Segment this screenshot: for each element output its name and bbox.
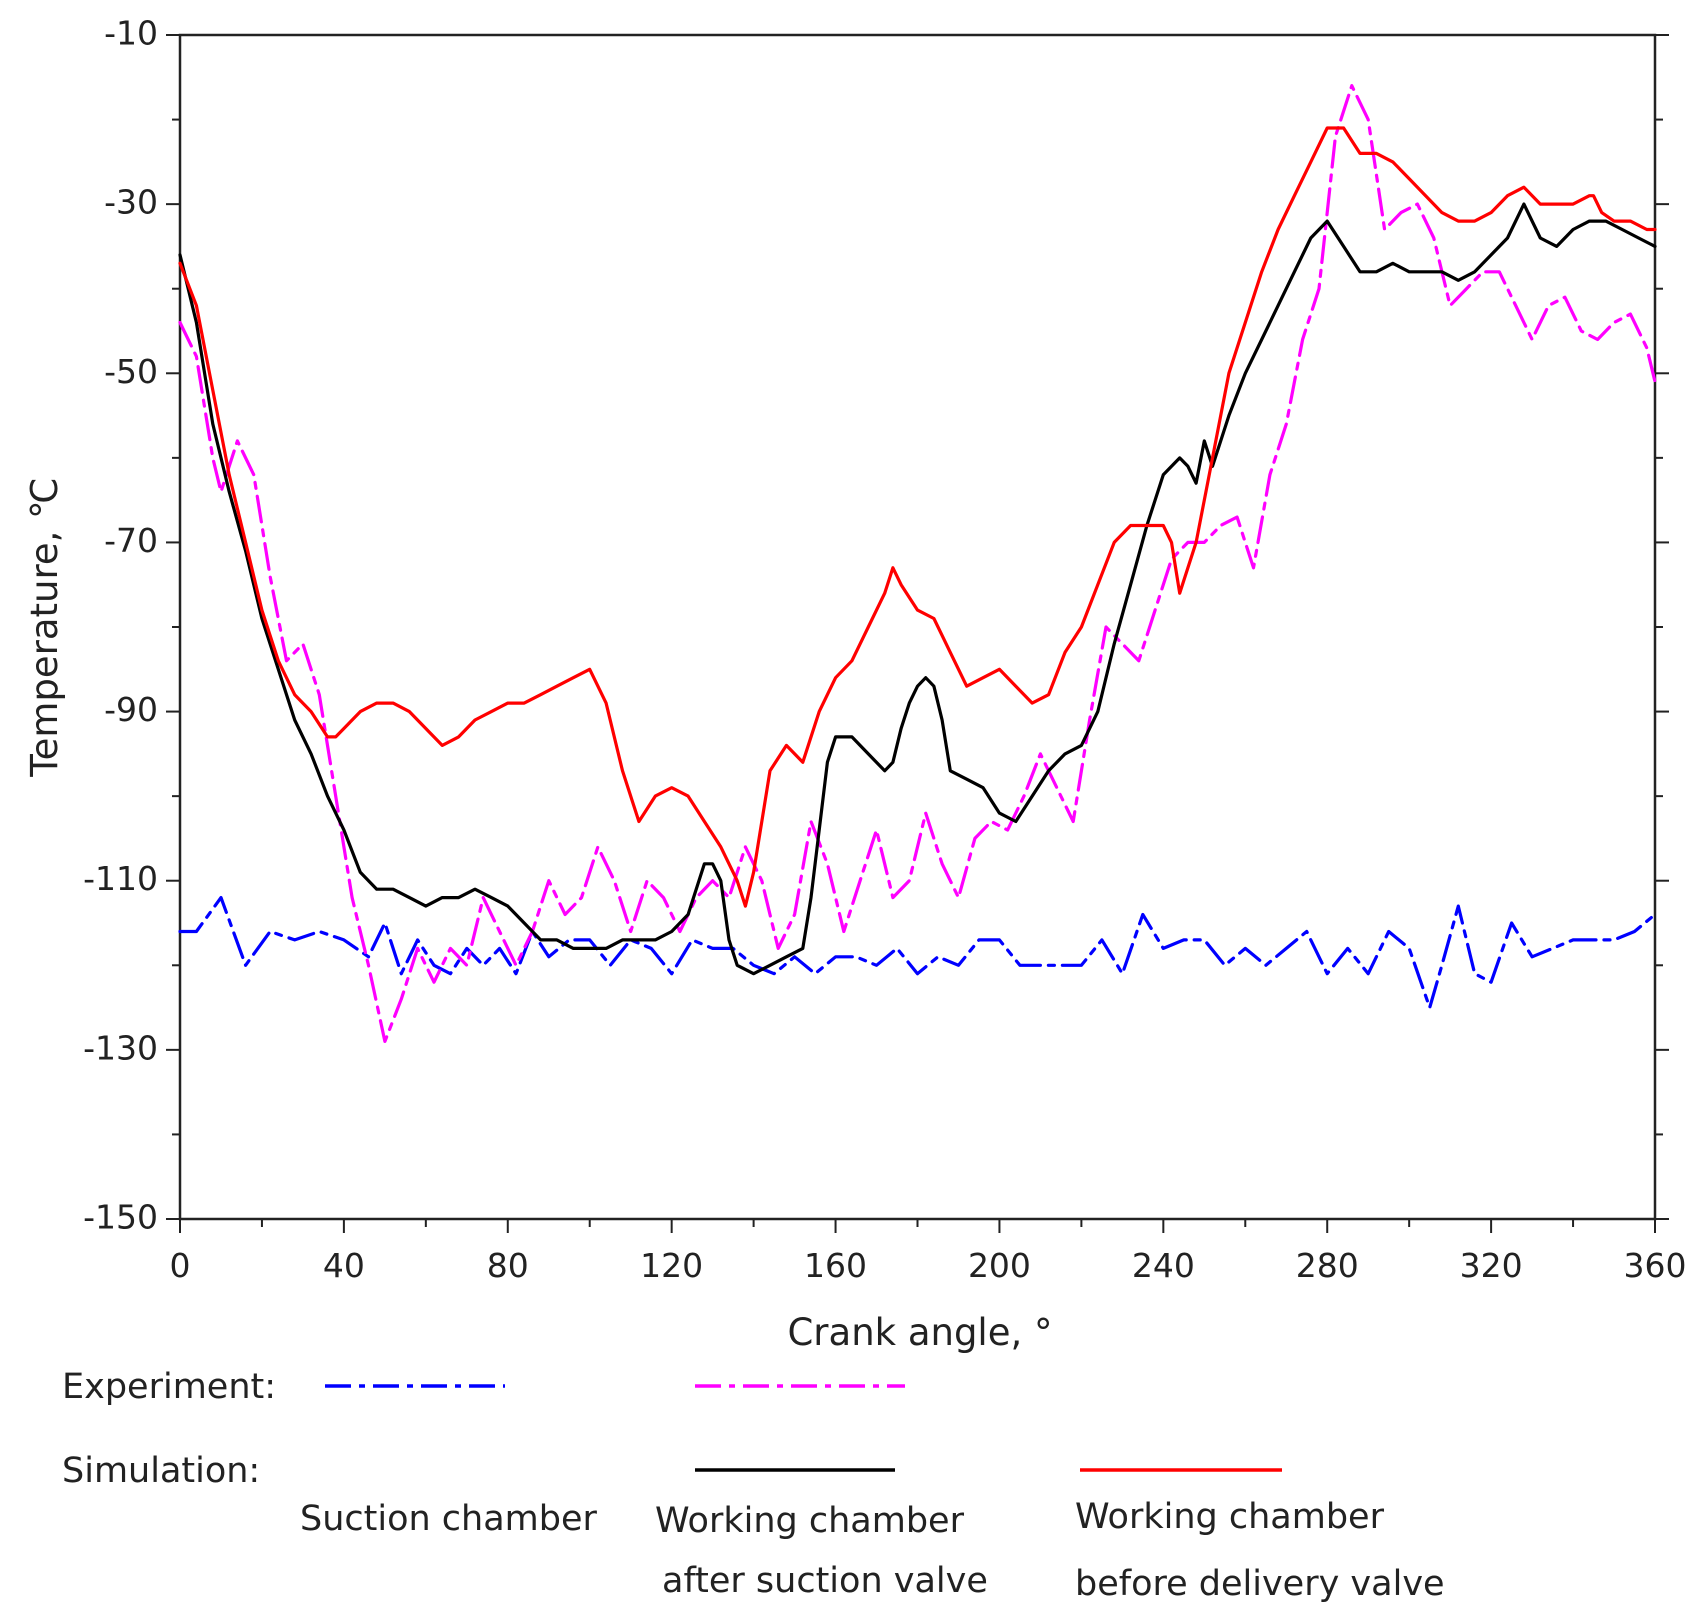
y-tick-label: -130	[83, 1028, 158, 1067]
y-tick-label: -110	[83, 859, 158, 898]
x-tick-label: 320	[1460, 1246, 1523, 1285]
x-tick-label: 80	[487, 1246, 529, 1285]
series-line-3	[178, 202, 1657, 976]
plot-frame	[178, 33, 1657, 1221]
x-tick-label: 200	[968, 1246, 1031, 1285]
legend-col-working-before-line2: before delivery valve	[1075, 1564, 1445, 1604]
y-tick-label: -30	[104, 183, 158, 222]
legend-col-working-after-line2: after suction valve	[662, 1561, 988, 1601]
series-line-2	[178, 84, 1657, 1044]
x-tick-label: 240	[1132, 1246, 1195, 1285]
legend-col-suction: Suction chamber	[300, 1499, 598, 1539]
legend-col-working-after-line1: Working chamber	[655, 1501, 965, 1541]
x-tick-label: 360	[1624, 1246, 1687, 1285]
y-tick-label: -90	[104, 690, 158, 729]
x-tick-label: 0	[170, 1246, 191, 1285]
y-tick-label: -10	[104, 14, 158, 53]
y-tick-label: -50	[104, 352, 158, 391]
legend-experiment-label: Experiment:	[62, 1367, 276, 1407]
x-tick-label: 280	[1296, 1246, 1359, 1285]
y-axis-title: Temperature, ℃	[23, 477, 66, 777]
legend: Experiment: Simulation: Suction chamber …	[62, 1367, 1445, 1604]
x-tick-label: 120	[640, 1246, 703, 1285]
legend-simulation-label: Simulation:	[62, 1451, 260, 1491]
y-tick-label: -150	[83, 1198, 158, 1237]
x-tick-label: 40	[323, 1246, 365, 1285]
y-tick-label: -70	[104, 521, 158, 560]
series-line-4	[178, 126, 1657, 908]
series-line-1	[178, 895, 1657, 1010]
legend-col-working-before-line1: Working chamber	[1075, 1497, 1385, 1537]
x-tick-label: 160	[804, 1246, 867, 1285]
x-axis-title: Crank angle, °	[787, 1311, 1052, 1354]
